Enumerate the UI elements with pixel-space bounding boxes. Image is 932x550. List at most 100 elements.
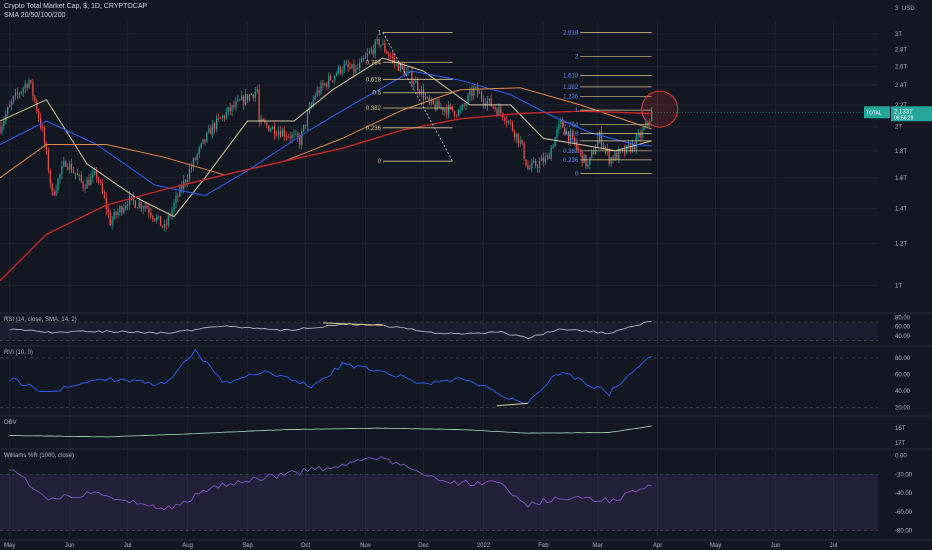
candle-body bbox=[496, 109, 498, 116]
candle-body bbox=[386, 51, 388, 54]
candle-body bbox=[206, 132, 208, 142]
candle-body bbox=[161, 226, 164, 228]
candle-body bbox=[291, 134, 293, 139]
y-tick-label: 1.6T bbox=[895, 176, 907, 182]
candle-body bbox=[287, 136, 289, 138]
fib-trend-line bbox=[382, 32, 453, 162]
candle-body bbox=[643, 127, 645, 130]
currency-label: USD bbox=[902, 6, 915, 12]
wr-tick-label: -20.00 bbox=[895, 472, 913, 478]
candle-body bbox=[243, 96, 245, 105]
rsi-divergence-line bbox=[322, 322, 383, 326]
candle-body bbox=[506, 120, 508, 123]
candle-body bbox=[353, 64, 355, 73]
fib-level-label: 0.5 bbox=[373, 91, 382, 97]
fib-level-label: 1 bbox=[378, 30, 382, 36]
candle-body bbox=[326, 83, 328, 87]
candle-body bbox=[194, 158, 196, 160]
candle-body bbox=[399, 63, 401, 71]
candle-body bbox=[448, 105, 450, 115]
candle-body bbox=[453, 110, 456, 116]
candle-body bbox=[181, 186, 183, 190]
candle-body bbox=[567, 131, 570, 142]
fib-ext-label: 1.618 bbox=[563, 74, 579, 80]
fib-ext-label: 0.382 bbox=[563, 149, 579, 155]
candle-body bbox=[461, 104, 463, 110]
candle-body bbox=[217, 117, 220, 119]
candle-body bbox=[264, 121, 266, 123]
candle-body bbox=[163, 224, 165, 228]
candle-body bbox=[573, 136, 575, 144]
candle-body bbox=[359, 62, 361, 69]
candle-body bbox=[179, 186, 181, 197]
candle-body bbox=[86, 179, 88, 189]
candle-body bbox=[517, 133, 519, 144]
rsi-tick-label: 80.00 bbox=[895, 315, 911, 321]
fib-ext-label: 0 bbox=[575, 172, 579, 178]
candle-body bbox=[138, 202, 140, 208]
candle-body bbox=[467, 95, 469, 104]
candle-body bbox=[252, 94, 254, 98]
candle-body bbox=[266, 122, 268, 126]
candle-body bbox=[229, 107, 231, 112]
candle-body bbox=[293, 134, 295, 135]
candle-body bbox=[272, 126, 274, 130]
candle-body bbox=[177, 195, 179, 197]
candle-body bbox=[235, 101, 237, 108]
candle-body bbox=[361, 58, 363, 63]
candle-body bbox=[382, 43, 384, 45]
candle-body bbox=[117, 211, 119, 216]
candle-body bbox=[173, 202, 175, 210]
candle-body bbox=[258, 89, 260, 122]
candle-body bbox=[306, 113, 309, 126]
candle-body bbox=[426, 97, 428, 98]
candle-body bbox=[364, 56, 367, 59]
rsi-title: RSI (14, close, SMA, 14, 2) bbox=[4, 317, 77, 323]
candle-body bbox=[434, 103, 436, 110]
candle-body bbox=[90, 177, 92, 186]
candle-body bbox=[544, 156, 546, 163]
candle-body bbox=[65, 161, 67, 167]
candle-body bbox=[432, 99, 434, 104]
x-tick-label: Jun bbox=[771, 543, 781, 549]
candle-body bbox=[301, 130, 303, 145]
candle-body bbox=[30, 80, 32, 83]
candle-body bbox=[616, 152, 618, 160]
candle-body bbox=[1, 125, 3, 133]
candle-body bbox=[614, 152, 616, 161]
candle-body bbox=[548, 155, 550, 159]
candle-body bbox=[192, 158, 194, 168]
candle-body bbox=[26, 84, 28, 88]
candle-body bbox=[480, 92, 483, 99]
candle-body bbox=[347, 63, 349, 68]
wr-tick-label: -60.00 bbox=[895, 510, 913, 516]
candle-body bbox=[355, 68, 357, 73]
candle-body bbox=[11, 101, 13, 105]
candle-body bbox=[98, 177, 100, 183]
candle-body bbox=[566, 131, 568, 135]
wr-tick-label: 0.00 bbox=[895, 454, 907, 460]
candle-body bbox=[7, 107, 9, 115]
x-tick-label: Feb bbox=[538, 543, 549, 549]
candle-body bbox=[629, 144, 632, 152]
fib-ext-label: 2.618 bbox=[563, 30, 579, 36]
candle-body bbox=[156, 217, 158, 221]
sma-line-20 bbox=[0, 57, 652, 218]
fib-level-label: 0 bbox=[378, 159, 382, 165]
candle-body bbox=[492, 106, 494, 108]
candle-body bbox=[283, 130, 285, 137]
candle-body bbox=[459, 109, 461, 111]
candle-body bbox=[637, 133, 639, 137]
sma-legend[interactable]: SMA 20/50/100/200 bbox=[4, 12, 66, 19]
candle-body bbox=[239, 99, 241, 101]
candle-body bbox=[540, 157, 543, 162]
candle-body bbox=[38, 111, 40, 119]
candle-body bbox=[523, 143, 525, 160]
candle-body bbox=[57, 178, 59, 191]
candle-body bbox=[82, 181, 84, 189]
y-tick-label: 3T bbox=[895, 32, 902, 38]
candle-body bbox=[150, 212, 152, 216]
symbol-title[interactable]: Crypto Total Market Cap, $, 1D, CRYPTOCA… bbox=[4, 3, 148, 10]
y-tick-label: 2.8T bbox=[895, 48, 907, 54]
